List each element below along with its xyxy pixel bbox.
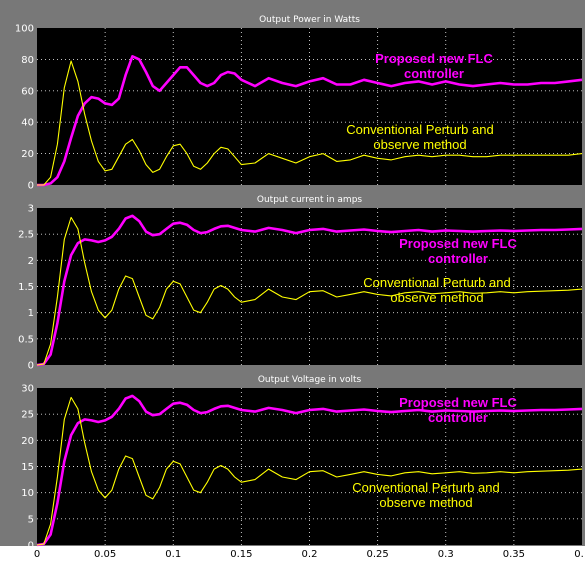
y-tick-label: 15 bbox=[21, 462, 34, 473]
y-tick-label: 0 bbox=[28, 181, 34, 192]
panel-title: Output Power in Watts bbox=[259, 15, 360, 25]
series-line-flc bbox=[36, 394, 583, 547]
annotation-perturb-observe: Conventional Perturb and observe method bbox=[346, 122, 493, 152]
annotation-perturb-observe: Conventional Perturb and observe method bbox=[352, 480, 499, 510]
y-tick-label: 30 bbox=[21, 384, 34, 395]
y-tick-label: 5 bbox=[28, 514, 34, 525]
annotation-flc: Proposed new FLC controller bbox=[399, 395, 517, 425]
annotation-flc: Proposed new FLC controller bbox=[399, 236, 517, 266]
y-tick-label: 80 bbox=[21, 55, 34, 66]
annotation-perturb-observe: Conventional Perturb and observe method bbox=[363, 275, 510, 305]
series-line-perturb-observe bbox=[36, 396, 583, 546]
y-tick-label: 1 bbox=[28, 308, 34, 319]
x-tick-label: 0.1 bbox=[165, 549, 181, 560]
series-line-perturb-observe bbox=[37, 60, 583, 186]
x-tick-label: 0.2 bbox=[302, 549, 318, 560]
y-tick-label: 0.5 bbox=[18, 334, 34, 345]
y-tick-label: 40 bbox=[21, 118, 34, 129]
x-tick-label: 0 bbox=[34, 549, 40, 560]
x-tick-label: 0.3 bbox=[438, 549, 454, 560]
series-line-perturb-observe bbox=[36, 216, 583, 366]
x-tick-label: 0.35 bbox=[503, 549, 525, 560]
panel-3: Output Voltage in volts 0 5 10 15 20 25 30 Propo… bbox=[21, 375, 583, 552]
panel-title: Output Voltage in volts bbox=[258, 375, 362, 385]
y-tick-label: 1.5 bbox=[18, 282, 34, 293]
annotation-flc: Proposed new FLC controller bbox=[375, 51, 493, 81]
y-tick-label: 60 bbox=[21, 86, 34, 97]
y-tick-label: 25 bbox=[21, 410, 34, 421]
y-tick-label: 0 bbox=[28, 361, 34, 372]
series-line-flc bbox=[37, 55, 583, 187]
y-tick-label: 20 bbox=[21, 149, 34, 160]
panel-title: Output current in amps bbox=[257, 195, 363, 205]
y-tick-label: 100 bbox=[15, 24, 34, 35]
y-tick-label: 2.5 bbox=[18, 230, 34, 241]
panel-1: Output Power in Watts 0 20 40 60 80 100 Propose… bbox=[15, 15, 583, 192]
y-tick-label: 0 bbox=[28, 541, 34, 552]
y-tick-label: 3 bbox=[28, 204, 34, 215]
x-tick-label: 0.25 bbox=[366, 549, 388, 560]
series-line-flc bbox=[36, 214, 583, 367]
y-tick-label: 2 bbox=[28, 256, 34, 267]
panel-2: Output current in amps 0 0.5 1 1.5 2 2.5 3 Propo… bbox=[18, 195, 583, 372]
x-tick-label: 0.15 bbox=[230, 549, 252, 560]
y-tick-label: 20 bbox=[21, 436, 34, 447]
y-tick-label: 10 bbox=[21, 488, 34, 499]
axes-area bbox=[37, 28, 582, 185]
x-tick-label: 0.05 bbox=[94, 549, 116, 560]
x-tick-label: 0. bbox=[574, 549, 584, 560]
